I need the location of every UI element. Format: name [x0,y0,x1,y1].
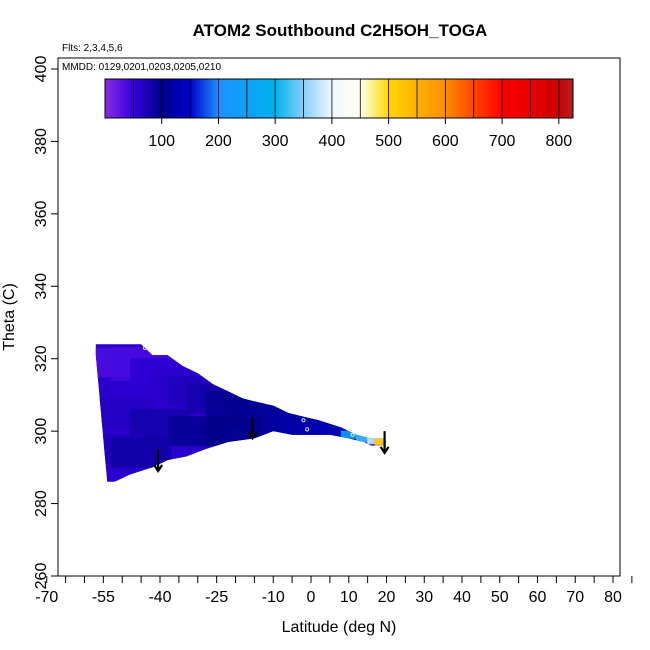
profile-arrow-head [379,446,390,455]
colorbar: 100 200 300 400 500 600 700 800 [104,78,574,150]
x-tick-label: 50 [491,589,509,606]
y-axis: 260 280 300 320 340 360 380 400 [33,56,58,590]
colorbar-tick-label: 200 [205,133,232,150]
x-tick-label: 60 [529,589,547,606]
x-tick-label: -40 [148,589,171,606]
field-layer [95,344,390,482]
y-tick-label: 300 [33,418,50,445]
chart-title: ATOM2 Southbound C2H5OH_TOGA [193,21,488,40]
x-axis: -70 -55 -40 -25 -10 0 10 20 30 40 50 60 70 80 [35,576,633,606]
sample-point [301,418,306,423]
profile-arrow-head [153,464,164,473]
x-tick-label: 20 [378,589,396,606]
y-tick-label: 380 [33,128,50,155]
x-axis-label: Latitude (deg N) [282,619,397,636]
field-cell [205,416,266,447]
colorbar-tick-label: 300 [262,133,289,150]
colorbar-gradient [104,78,574,119]
x-tick-label: 10 [340,589,358,606]
x-tick-label: 80 [604,589,622,606]
y-tick-label: 360 [33,200,50,227]
profile-arrow-head [247,431,258,441]
sample-point [305,427,310,432]
sample-point [350,432,355,437]
y-tick-label: 320 [33,345,50,372]
sample-point [142,345,147,350]
colorbar-tick-label: 100 [148,133,175,150]
y-tick-label: 260 [33,563,50,590]
dates-label: MMDD: 0129,0201,0203,0205,0210 [62,62,221,73]
field-cell [111,437,172,468]
plot-frame [57,57,621,577]
field-cell [355,434,372,443]
field-cell [299,416,360,447]
x-tick-label: 0 [307,589,316,606]
x-tick-label: 70 [566,589,584,606]
colorbar-tick-label: 500 [375,133,402,150]
y-tick-label: 400 [33,56,50,83]
x-tick-label: -25 [205,589,228,606]
y-tick-label: 280 [33,490,50,517]
flights-label: Flts: 2,3,4,5,6 [62,43,123,54]
x-tick-label: -55 [92,589,115,606]
x-tick-label: -70 [35,589,58,606]
field-cell [340,430,357,439]
field-cell [374,438,387,447]
x-tick-label: 30 [415,589,433,606]
colorbar-tick-label: 600 [432,133,459,150]
x-tick-label: -10 [262,589,285,606]
colorbar-tick-label: 400 [319,133,346,150]
y-axis-label: Theta (C) [1,283,18,351]
y-tick-label: 340 [33,273,50,300]
colorbar-tick-label: 800 [545,133,572,150]
x-tick-label: 40 [453,589,471,606]
colorbar-tick-label: 700 [489,133,516,150]
